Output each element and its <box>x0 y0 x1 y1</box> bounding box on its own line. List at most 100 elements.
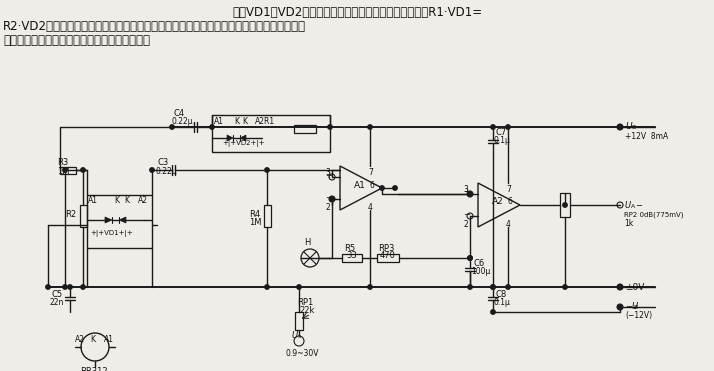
Text: 1k: 1k <box>624 219 633 228</box>
Text: 6: 6 <box>508 197 513 207</box>
Circle shape <box>468 192 472 196</box>
Text: 采用VD1、VD2两变容二极管均成的电路。其振荡频率同R1·VD1=: 采用VD1、VD2两变容二极管均成的电路。其振荡频率同R1·VD1= <box>232 6 482 19</box>
Circle shape <box>491 125 496 129</box>
Text: +12V  8mA: +12V 8mA <box>625 132 668 141</box>
Circle shape <box>265 285 269 289</box>
Circle shape <box>506 285 511 289</box>
Text: RP1: RP1 <box>297 298 313 307</box>
Text: A2: A2 <box>492 197 504 207</box>
Text: 0.22μ: 0.22μ <box>155 167 176 176</box>
Text: U: U <box>625 122 632 131</box>
Text: 0.1μ: 0.1μ <box>494 136 511 145</box>
Text: +: + <box>463 187 470 197</box>
Text: 3: 3 <box>463 185 468 194</box>
Text: −U: −U <box>625 302 638 311</box>
Text: R4: R4 <box>249 210 260 219</box>
Circle shape <box>468 285 472 289</box>
Bar <box>377 254 399 262</box>
Text: A2: A2 <box>138 196 148 205</box>
Polygon shape <box>227 135 233 141</box>
Circle shape <box>468 256 472 260</box>
Polygon shape <box>119 217 126 223</box>
Circle shape <box>618 305 622 309</box>
Circle shape <box>618 285 622 289</box>
Text: 2: 2 <box>326 203 330 212</box>
Text: A2: A2 <box>75 335 85 344</box>
Circle shape <box>468 256 472 260</box>
Circle shape <box>63 285 67 289</box>
Text: A1: A1 <box>354 181 366 190</box>
Text: (−12V): (−12V) <box>625 311 652 320</box>
Circle shape <box>491 310 496 314</box>
Circle shape <box>368 285 372 289</box>
Text: K: K <box>114 196 119 205</box>
Text: 7: 7 <box>368 168 373 177</box>
Text: 2: 2 <box>463 220 468 229</box>
Text: 1M: 1M <box>57 167 69 176</box>
Text: 1M: 1M <box>249 218 261 227</box>
Text: H: H <box>304 238 310 247</box>
Text: 4: 4 <box>368 203 373 212</box>
Text: C8: C8 <box>496 290 507 299</box>
Text: U: U <box>625 201 631 210</box>
Circle shape <box>368 125 372 129</box>
Text: B: B <box>633 305 638 310</box>
Bar <box>80 205 87 227</box>
Circle shape <box>265 168 269 172</box>
Text: −: − <box>635 201 642 210</box>
Text: 0.9~30V: 0.9~30V <box>285 349 318 358</box>
Text: A1: A1 <box>214 117 224 126</box>
Text: K: K <box>242 117 247 126</box>
Text: A1: A1 <box>104 335 114 344</box>
Polygon shape <box>240 135 246 141</box>
Text: U: U <box>292 331 298 340</box>
Text: 7: 7 <box>506 185 511 194</box>
Text: 4: 4 <box>506 220 511 229</box>
Circle shape <box>380 186 384 190</box>
Text: A1: A1 <box>88 196 98 205</box>
Text: A2R1: A2R1 <box>255 117 275 126</box>
Text: 此需采用同轴连接的两个电位器或双连电容器。: 此需采用同轴连接的两个电位器或双连电容器。 <box>3 34 150 47</box>
Text: RP2 0dB(775mV): RP2 0dB(775mV) <box>624 211 683 217</box>
Circle shape <box>563 203 567 207</box>
Circle shape <box>46 285 50 289</box>
Text: +|+VD1+|+: +|+VD1+|+ <box>90 230 133 237</box>
Text: BB312: BB312 <box>80 367 108 371</box>
Bar <box>294 125 316 133</box>
Circle shape <box>63 168 67 172</box>
Text: 6: 6 <box>370 181 375 190</box>
Text: K: K <box>234 117 239 126</box>
Circle shape <box>330 197 334 201</box>
Text: A: A <box>631 204 635 209</box>
Text: 22k: 22k <box>299 306 314 315</box>
Text: 33: 33 <box>346 251 357 260</box>
Text: R2·VD2有关。为了调整频率范围，两个桥路分支的电容和电阳必须同时改变同样的数值。为: R2·VD2有关。为了调整频率范围，两个桥路分支的电容和电阳必须同时改变同样的数… <box>3 20 306 33</box>
Text: 22n: 22n <box>50 298 64 307</box>
Text: C6: C6 <box>473 259 484 268</box>
Circle shape <box>491 285 496 289</box>
Circle shape <box>68 285 72 289</box>
Text: s: s <box>298 334 301 339</box>
Text: B: B <box>631 125 635 130</box>
Text: R3: R3 <box>57 158 69 167</box>
Text: −: − <box>325 194 332 203</box>
Bar <box>60 167 76 174</box>
Text: K: K <box>124 196 129 205</box>
Text: C7: C7 <box>496 128 507 137</box>
Text: C3: C3 <box>157 158 169 167</box>
Circle shape <box>563 285 567 289</box>
Text: C4: C4 <box>174 109 185 118</box>
Text: ±0V: ±0V <box>625 283 644 292</box>
Bar <box>342 254 362 262</box>
Text: +: + <box>325 171 332 180</box>
Circle shape <box>328 125 332 129</box>
Text: R2: R2 <box>65 210 76 219</box>
Text: 470: 470 <box>380 251 396 260</box>
Text: C5: C5 <box>52 290 63 299</box>
Bar <box>212 115 330 152</box>
Bar <box>560 193 570 217</box>
Polygon shape <box>105 217 112 223</box>
Text: 0.22μ: 0.22μ <box>172 117 193 126</box>
Text: 3: 3 <box>325 168 330 177</box>
Circle shape <box>81 285 85 289</box>
